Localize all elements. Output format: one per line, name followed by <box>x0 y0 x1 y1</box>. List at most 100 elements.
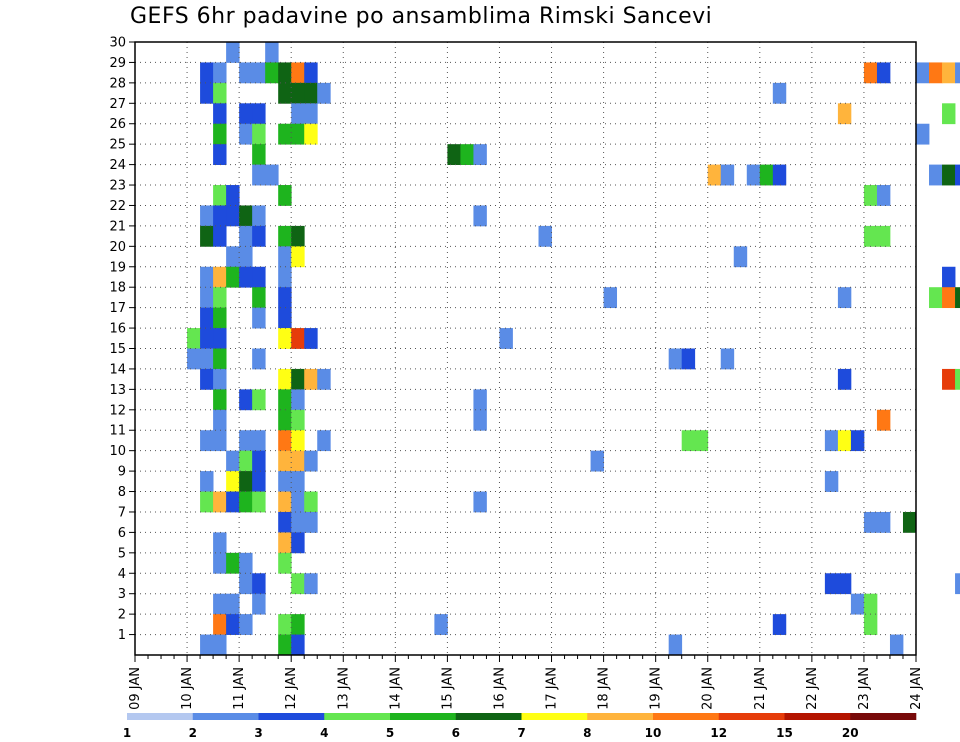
y-tick-label: 29 <box>109 56 126 71</box>
heatmap-cell <box>278 225 292 247</box>
heatmap-cell <box>863 62 878 84</box>
x-tick-label: 12 JAN <box>284 667 299 710</box>
heatmap-cell <box>876 62 891 84</box>
heatmap-cell <box>916 62 930 84</box>
colorbar-segment <box>390 713 457 720</box>
colorbar-segment <box>324 713 391 720</box>
heatmap-cell <box>252 389 266 411</box>
heatmap-cell <box>863 593 878 615</box>
heatmap-cell <box>291 82 305 104</box>
heatmap-cell <box>942 266 956 288</box>
y-tick-label: 21 <box>109 219 126 234</box>
x-tick-label: 15 JAN <box>440 667 455 710</box>
heatmap-cell <box>304 511 318 533</box>
heatmap-cell <box>213 225 227 247</box>
y-tick-label: 28 <box>109 76 126 91</box>
x-tick-label: 11 JAN <box>232 667 247 710</box>
heatmap-cell <box>252 103 266 125</box>
heatmap-cell <box>291 103 305 125</box>
heatmap-cell <box>226 185 240 206</box>
heatmap-cell <box>213 491 227 513</box>
colorbar-segment <box>587 713 654 720</box>
heatmap-cell <box>916 123 930 145</box>
heatmap-cell <box>291 123 305 145</box>
heatmap-cell <box>304 103 318 125</box>
y-tick-label: 25 <box>109 138 126 153</box>
y-tick-label: 5 <box>118 546 126 561</box>
heatmap-cell <box>226 205 240 227</box>
heatmap-cell <box>291 471 305 492</box>
heatmap-cell <box>291 511 305 533</box>
heatmap-cell <box>291 62 305 84</box>
y-tick-label: 22 <box>109 199 126 214</box>
y-tick-label: 2 <box>118 608 126 623</box>
heatmap-cell <box>824 430 839 452</box>
colorbar-segment <box>718 713 785 720</box>
heatmap-cell <box>200 328 214 349</box>
colorbar-label: 4 <box>320 726 328 740</box>
heatmap-cell <box>824 573 839 595</box>
x-tick-label: 24 JAN <box>909 667 924 710</box>
heatmap-cell <box>200 491 214 513</box>
heatmap-cell <box>291 225 305 247</box>
colorbar-segment <box>192 713 259 720</box>
heatmap-cell <box>200 205 214 227</box>
heatmap-cell <box>291 246 305 268</box>
heatmap-cell <box>278 430 292 452</box>
heatmap-cell <box>252 450 266 472</box>
heatmap-cell <box>213 62 227 84</box>
y-tick-label: 18 <box>109 281 126 296</box>
colorbar-segment <box>258 713 325 720</box>
heatmap-cell <box>837 103 852 125</box>
heatmap-cell <box>733 246 748 268</box>
heatmap-cell <box>473 491 487 513</box>
y-tick-label: 20 <box>109 240 126 255</box>
colorbar-segment <box>850 713 917 720</box>
heatmap-cell <box>278 614 292 635</box>
heatmap-cell <box>590 450 604 472</box>
heatmap-cell <box>239 389 253 411</box>
heatmap-cell <box>278 368 292 390</box>
y-tick-label: 10 <box>109 444 126 459</box>
heatmap-cell <box>837 287 852 309</box>
heatmap-cell <box>213 82 227 104</box>
heatmap-cell <box>876 409 891 431</box>
heatmap-cell <box>226 491 240 513</box>
heatmap-cell <box>265 42 279 63</box>
x-tick-label: 19 JAN <box>649 667 664 710</box>
heatmap-cell <box>278 409 292 431</box>
heatmap-cell <box>252 123 266 145</box>
x-tick-label: 22 JAN <box>805 667 820 710</box>
heatmap-cell <box>955 164 960 186</box>
colorbar-label: 10 <box>645 726 662 740</box>
heatmap-cell <box>863 185 878 206</box>
heatmap-cell <box>304 82 318 104</box>
x-tick-label: 21 JAN <box>753 667 768 710</box>
heatmap-cell <box>720 164 735 186</box>
heatmap-cell <box>200 430 214 452</box>
heatmap-cell <box>772 82 787 104</box>
heatmap-cell <box>213 185 227 206</box>
heatmap-cell <box>772 164 787 186</box>
y-tick-label: 26 <box>109 117 126 132</box>
colorbar-label: 20 <box>842 726 859 740</box>
x-tick-label: 13 JAN <box>336 667 351 710</box>
colorbar-label: 6 <box>452 726 460 740</box>
heatmap-cell <box>239 225 253 247</box>
heatmap-cell <box>902 511 917 533</box>
heatmap-cell <box>213 144 227 165</box>
heatmap-cell <box>239 205 253 227</box>
heatmap-cell <box>213 389 227 411</box>
heatmap-cell <box>200 368 214 390</box>
heatmap-cell <box>213 634 227 656</box>
heatmap-cell <box>291 389 305 411</box>
heatmap-cell <box>200 266 214 288</box>
heatmap-cell <box>304 368 318 390</box>
heatmap-cell <box>837 368 852 390</box>
heatmap-cell <box>278 123 292 145</box>
heatmap-cell <box>213 552 227 574</box>
heatmap-cell <box>317 430 331 452</box>
heatmap-cell <box>707 164 722 186</box>
heatmap-cell <box>876 185 891 206</box>
